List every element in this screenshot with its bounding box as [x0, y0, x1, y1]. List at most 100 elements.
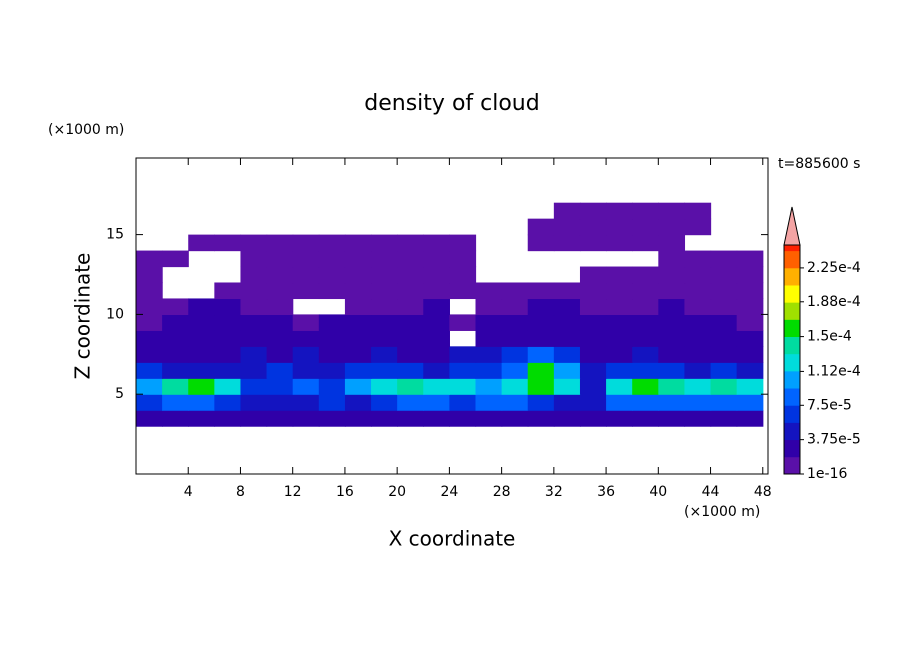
x-axis-label: X coordinate [389, 527, 516, 551]
contour-cell [527, 234, 555, 252]
colorbar-band [784, 336, 800, 355]
contour-cell [501, 362, 529, 379]
x-tick-label: 20 [388, 484, 406, 500]
contour-cell [632, 234, 659, 252]
contour-cell [423, 250, 450, 268]
contour-cell [188, 362, 215, 379]
contour-cell [684, 346, 712, 363]
contour-cell [214, 330, 242, 347]
contour-cell [292, 330, 320, 347]
contour-cell [162, 330, 189, 347]
colorbar-band [784, 319, 800, 337]
contour-cell [318, 378, 346, 395]
contour-cell [344, 394, 372, 411]
colorbar-tick-label: 1e-16 [807, 466, 847, 482]
contour-cell [266, 314, 294, 331]
colorbar-band [784, 245, 800, 252]
contour-cell [632, 282, 659, 300]
contour-cell [658, 346, 686, 363]
contour-cell [292, 250, 320, 268]
contour-cell [475, 282, 503, 300]
x-tick-label: 16 [336, 484, 354, 500]
contour-cell [214, 410, 242, 427]
contour-cell [658, 314, 686, 331]
contour-cell [710, 410, 738, 427]
contour-cell [423, 378, 450, 395]
contour-cell [397, 314, 424, 331]
contour-cell [423, 298, 450, 316]
contour-cell [397, 378, 424, 395]
contour-cell [632, 410, 659, 427]
y-unit-label: (×1000 m) [48, 122, 124, 138]
contour-cell [240, 346, 268, 363]
contour-cell [579, 266, 607, 284]
contour-cell [214, 346, 242, 363]
contour-cell [240, 266, 268, 284]
contour-cell [397, 266, 424, 284]
contour-cell [684, 362, 712, 379]
colorbar-tick-label: 1.88e-4 [807, 294, 861, 310]
contour-cell [710, 298, 738, 316]
contour-cell [527, 410, 555, 427]
contour-cell [684, 410, 712, 427]
contour-cell [632, 266, 659, 284]
contour-cell [606, 202, 633, 220]
contour-cell [579, 202, 607, 220]
contour-cell [658, 266, 686, 284]
contour-cell [684, 378, 712, 395]
contour-cell [397, 330, 424, 347]
contour-cell [658, 250, 686, 268]
contour-cell [240, 314, 268, 331]
x-tick-label: 8 [236, 484, 245, 500]
contour-cell [632, 202, 659, 220]
contour-cell [501, 378, 529, 395]
contour-cell [579, 346, 607, 363]
contour-cell [501, 346, 529, 363]
contour-cell [710, 314, 738, 331]
contour-cell [266, 410, 294, 427]
contour-cell [136, 378, 163, 395]
contour-cell [266, 250, 294, 268]
y-tick-label: 5 [115, 386, 124, 402]
x-tick-label: 32 [545, 484, 563, 500]
contour-cell [710, 282, 738, 300]
contour-cell [501, 330, 529, 347]
contour-cell [579, 298, 607, 316]
contour-cell [318, 330, 346, 347]
contour-cell [397, 410, 424, 427]
contour-cell [214, 362, 242, 379]
contour-cell [527, 298, 555, 316]
contour-cell [214, 314, 242, 331]
contour-cell [423, 410, 450, 427]
contour-cell [553, 330, 581, 347]
contour-cell [501, 298, 529, 316]
contour-cell [658, 362, 686, 379]
contour-cell [240, 250, 268, 268]
x-tick-label: 12 [284, 484, 302, 500]
contour-cell [371, 330, 398, 347]
x-tick-label: 28 [493, 484, 511, 500]
contour-cell [606, 410, 633, 427]
contour-cell [240, 378, 268, 395]
contour-cell [188, 346, 215, 363]
contour-cell [266, 346, 294, 363]
contour-cell [449, 282, 477, 300]
contour-cell [292, 378, 320, 395]
colorbar-band [784, 267, 800, 286]
contour-cell [710, 250, 738, 268]
contour-cell [658, 394, 686, 411]
y-tick-label: 15 [106, 227, 124, 243]
time-label: t=885600 s [778, 156, 860, 172]
contour-cell [684, 330, 712, 347]
contour-cell [527, 218, 555, 236]
contour-cell [371, 410, 398, 427]
plot-frame [135, 157, 769, 475]
contour-cell [266, 394, 294, 411]
contour-cell [475, 362, 503, 379]
colorbar-band [784, 422, 800, 441]
contour-cell [162, 346, 189, 363]
contour-cell [423, 394, 450, 411]
contour-cell [136, 410, 163, 427]
contour-cell [606, 346, 633, 363]
